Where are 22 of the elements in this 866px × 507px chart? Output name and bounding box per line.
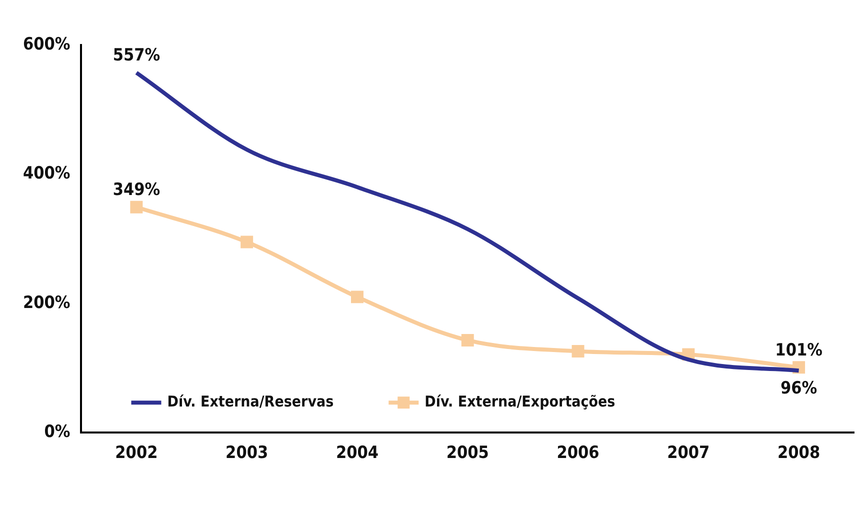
point bbox=[130, 200, 143, 214]
x-tick-label: 2002 bbox=[115, 443, 158, 464]
point bbox=[572, 344, 584, 358]
x-tick-label: 2006 bbox=[556, 443, 600, 464]
y-tick-label: 400% bbox=[23, 164, 70, 184]
legend-label: Dív. Externa/Exportações bbox=[424, 392, 616, 410]
legend-label: Dív. Externa/Reservas bbox=[167, 392, 334, 410]
x-tick-label: 2004 bbox=[336, 443, 379, 464]
x-tick-label: 2008 bbox=[778, 443, 820, 464]
y-tick-label: 600% bbox=[23, 34, 70, 54]
data-label: 96% bbox=[780, 378, 818, 399]
y-tick-label: 200% bbox=[23, 292, 70, 313]
y-tick-label: 0% bbox=[44, 422, 70, 442]
point bbox=[461, 334, 474, 346]
x-tick-label: 2003 bbox=[226, 443, 268, 464]
data-label: 101% bbox=[775, 340, 822, 360]
point bbox=[240, 236, 254, 248]
x-tick-label: 2007 bbox=[667, 443, 710, 464]
data-label: 557% bbox=[112, 46, 160, 66]
point bbox=[350, 290, 364, 304]
x-tick-label: 2005 bbox=[446, 443, 489, 464]
data-label: 349% bbox=[112, 180, 160, 200]
